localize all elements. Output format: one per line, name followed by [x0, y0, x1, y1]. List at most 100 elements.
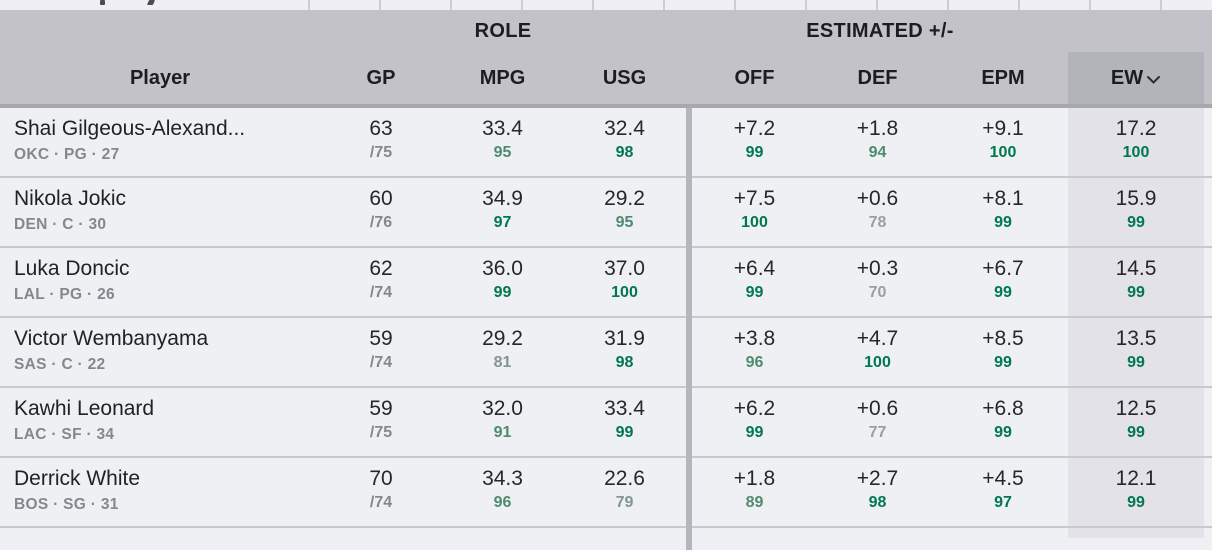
player-name[interactable]: Shai Gilgeous-Alexand... — [14, 117, 246, 140]
stat-value: 70 — [369, 467, 393, 490]
player-meta: BOS · SG · 31 — [14, 496, 119, 513]
stat-value: +4.7 — [856, 327, 899, 350]
player-meta: DEN · C · 30 — [14, 216, 107, 233]
table-row[interactable]: Shai Gilgeous-Alexand... OKC · PG · 27 63/… — [0, 108, 1212, 178]
games-denominator: /75 — [369, 144, 393, 161]
player-name[interactable]: Kawhi Leonard — [14, 397, 155, 420]
stat-value: 33.4 — [482, 117, 523, 140]
column-header-usg[interactable]: USG — [602, 66, 647, 89]
games-denominator: /74 — [369, 284, 393, 301]
stat-value: +3.8 — [733, 327, 776, 350]
player-name[interactable]: Nikola Jokic — [14, 187, 127, 210]
player-cell[interactable]: Victor Wembanyama SAS · C · 22 — [0, 318, 320, 386]
cell-def: +4.7 100 — [817, 318, 938, 386]
cell-usg: 32.4 98 — [563, 108, 686, 176]
stat-value: 32.0 — [482, 397, 523, 420]
stat-value: 29.2 — [482, 327, 523, 350]
player-meta: LAL · PG · 26 — [14, 286, 115, 303]
column-header-mpg[interactable]: MPG — [479, 66, 526, 89]
stat-percentile: 100 — [1122, 144, 1150, 161]
stat-percentile: 99 — [615, 424, 634, 441]
player-name[interactable]: Victor Wembanyama — [14, 327, 209, 350]
stat-percentile: 95 — [615, 214, 634, 231]
player-name[interactable]: Derrick White — [14, 467, 141, 490]
games-denominator: /74 — [369, 354, 393, 371]
cropped-ew-cell — [1068, 528, 1204, 538]
games-denominator: /74 — [369, 494, 393, 511]
cell-ew: 17.2 100 — [1068, 108, 1204, 176]
stat-value: +6.2 — [733, 397, 776, 420]
player-cell[interactable]: Kawhi Leonard LAC · SF · 34 — [0, 388, 320, 456]
stat-value: 15.9 — [1115, 187, 1157, 210]
column-header-off[interactable]: OFF — [734, 66, 775, 89]
stat-value: +1.8 — [856, 117, 899, 140]
stat-percentile: 99 — [994, 354, 1012, 371]
stat-percentile: 94 — [868, 144, 887, 161]
player-cell[interactable]: Derrick White BOS · SG · 31 — [0, 458, 320, 526]
cell-def: +1.8 94 — [817, 108, 938, 176]
cell-def: +2.7 98 — [817, 458, 938, 526]
table-body: Shai Gilgeous-Alexand... OKC · PG · 27 63/… — [0, 108, 1212, 528]
stat-percentile: 99 — [994, 424, 1012, 441]
column-header-gp[interactable]: GP — [366, 66, 396, 89]
column-header-def[interactable]: DEF — [857, 66, 898, 89]
table-row[interactable]: Nikola Jokic DEN · C · 30 60/76 34.9 97 29.2 9… — [0, 178, 1212, 248]
cell-ew: 14.5 99 — [1068, 248, 1204, 316]
cell-def: +0.3 70 — [817, 248, 938, 316]
stat-value: 37.0 — [604, 257, 645, 280]
stat-percentile: 99 — [994, 284, 1012, 301]
stat-percentile: 97 — [994, 494, 1012, 511]
column-header-row: Player GP MPG USG OFF DEF EPM EW — [0, 52, 1212, 104]
games-denominator: /75 — [369, 424, 393, 441]
cell-mpg: 34.9 97 — [442, 178, 563, 246]
stat-percentile: 91 — [493, 424, 512, 441]
table-row[interactable]: Derrick White BOS · SG · 31 70/74 34.3 96 22.… — [0, 458, 1212, 528]
cell-ew: 15.9 99 — [1068, 178, 1204, 246]
cell-epm: +8.1 99 — [938, 178, 1068, 246]
cropped-row-column-rules — [308, 0, 1212, 10]
cropped-text-artifact — [146, 0, 156, 5]
stat-percentile: 99 — [745, 144, 764, 161]
stat-percentile: 99 — [745, 424, 764, 441]
column-header-ew-sorted[interactable]: EW — [1068, 52, 1204, 104]
cell-mpg: 32.0 91 — [442, 388, 563, 456]
cell-ew: 12.5 99 — [1068, 388, 1204, 456]
player-meta: OKC · PG · 27 — [14, 146, 120, 163]
stat-value: 13.5 — [1115, 327, 1157, 350]
stat-percentile: 89 — [745, 494, 764, 511]
cell-epm: +6.7 99 — [938, 248, 1068, 316]
stat-value: 22.6 — [604, 467, 645, 490]
player-cell[interactable]: Shai Gilgeous-Alexand... OKC · PG · 27 — [0, 108, 320, 176]
table-row[interactable]: Luka Doncic LAL · PG · 26 62/74 36.0 99 37.0 1… — [0, 248, 1212, 318]
stat-value: 59 — [369, 397, 393, 420]
stat-value: 14.5 — [1115, 257, 1157, 280]
player-meta: SAS · C · 22 — [14, 356, 106, 373]
stat-value: 31.9 — [604, 327, 645, 350]
row-edge — [1204, 178, 1212, 246]
stat-percentile: 70 — [868, 284, 887, 301]
stat-percentile: 99 — [1127, 494, 1145, 511]
stat-value: +6.4 — [733, 257, 776, 280]
column-header-epm[interactable]: EPM — [981, 66, 1025, 89]
table-header: ROLE ESTIMATED +/- Player GP MPG USG OFF… — [0, 10, 1212, 108]
stat-percentile: 81 — [493, 354, 512, 371]
stat-value: +6.8 — [982, 397, 1024, 420]
player-name[interactable]: Luka Doncic — [14, 257, 130, 280]
row-edge — [1204, 458, 1212, 526]
stat-percentile: 100 — [864, 354, 891, 371]
player-cell[interactable]: Nikola Jokic DEN · C · 30 — [0, 178, 320, 246]
table-row[interactable]: Victor Wembanyama SAS · C · 22 59/74 29.2 81… — [0, 318, 1212, 388]
stat-value: +0.6 — [856, 187, 899, 210]
stat-percentile: 100 — [989, 144, 1017, 161]
column-header-player[interactable]: Player — [129, 66, 191, 89]
cell-gp: 60/76 — [320, 178, 442, 246]
cell-gp: 70/74 — [320, 458, 442, 526]
stat-value: 12.5 — [1115, 397, 1157, 420]
table-row[interactable]: Kawhi Leonard LAC · SF · 34 59/75 32.0 91 33.… — [0, 388, 1212, 458]
stat-percentile: 79 — [615, 494, 634, 511]
cropped-text-artifact — [100, 0, 105, 5]
row-edge — [1204, 108, 1212, 176]
player-meta: LAC · SF · 34 — [14, 426, 115, 443]
player-cell[interactable]: Luka Doncic LAL · PG · 26 — [0, 248, 320, 316]
